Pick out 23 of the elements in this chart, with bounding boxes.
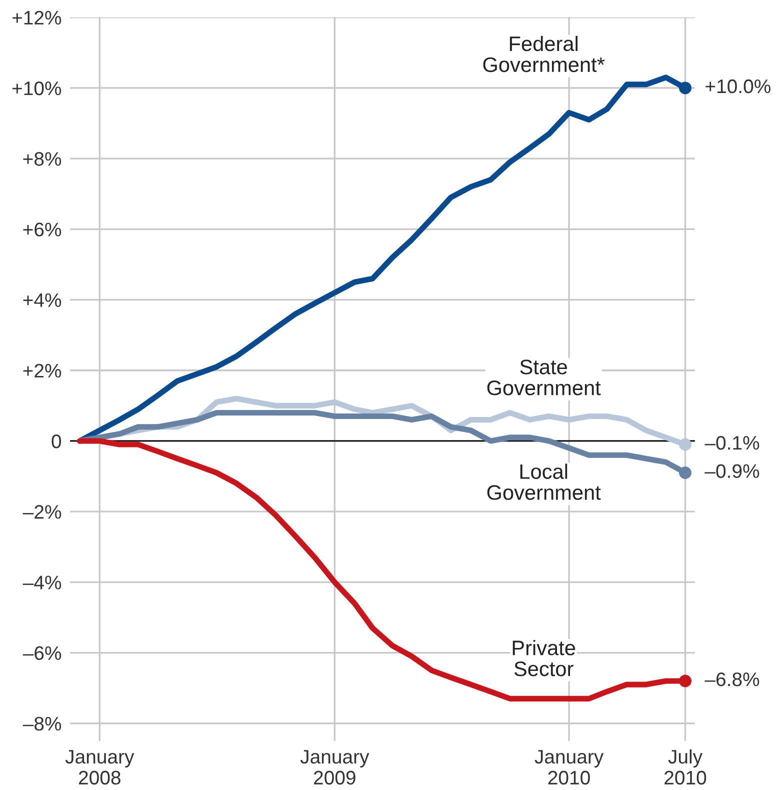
series-label: Private Sector <box>512 640 576 676</box>
y-tick-label: –4% <box>22 576 62 590</box>
x-tick-label: January 2008 <box>65 750 134 785</box>
series-label: Federal Government* <box>483 36 605 72</box>
y-tick-label: +6% <box>23 222 62 236</box>
x-tick-label: July 2010 <box>664 749 706 785</box>
series-label: State Government <box>487 360 601 396</box>
y-tick-label: +4% <box>23 293 62 307</box>
y-tick-label: +2% <box>23 364 62 378</box>
series-label: Local Government <box>487 464 601 500</box>
y-tick-label: +8% <box>23 152 62 166</box>
x-tick-label: January 2010 <box>534 750 604 785</box>
annotation: +10.0% <box>706 79 770 94</box>
y-tick-label: –6% <box>22 646 62 660</box>
x-tick-label: January 2009 <box>300 750 370 785</box>
y-tick-label: +10% <box>12 81 62 96</box>
annotation: –0.9% <box>704 464 760 478</box>
y-tick-label: –8% <box>22 716 62 731</box>
y-tick-label: +12% <box>12 10 62 25</box>
y-tick-label: 0 <box>52 434 62 448</box>
annotation: –0.1% <box>704 436 760 450</box>
y-tick-label: –2% <box>22 505 62 519</box>
annotation: –6.8% <box>704 672 760 686</box>
